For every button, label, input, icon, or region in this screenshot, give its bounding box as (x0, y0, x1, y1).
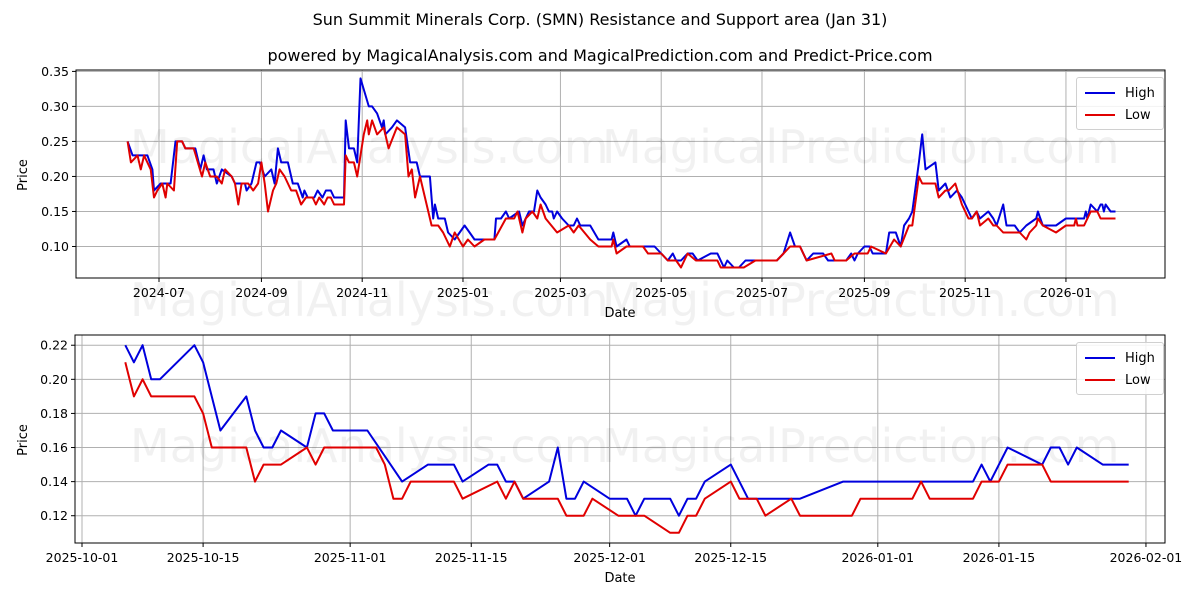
svg-text:0.10: 0.10 (41, 239, 69, 254)
svg-text:2025-01: 2025-01 (437, 285, 489, 300)
legend-label-high-2: High (1125, 350, 1155, 366)
bottom-low-line (124, 362, 1129, 534)
legend-label-low: Low (1125, 107, 1151, 123)
svg-text:2026-01: 2026-01 (1040, 285, 1092, 300)
top-legend: High Low (1076, 77, 1164, 130)
svg-text:2025-09: 2025-09 (838, 285, 890, 300)
legend-label-low-2: Low (1125, 372, 1151, 388)
watermark-prediction-2: MagicalPrediction.com (602, 273, 1120, 327)
svg-text:0.20: 0.20 (41, 169, 69, 184)
svg-text:0.30: 0.30 (41, 99, 69, 114)
svg-text:2026-02-01: 2026-02-01 (1110, 550, 1183, 565)
svg-text:2025-05: 2025-05 (635, 285, 687, 300)
svg-text:2024-07: 2024-07 (133, 285, 185, 300)
svg-text:0.16: 0.16 (40, 440, 68, 455)
low-swatch-2 (1085, 379, 1115, 381)
legend-item-high-2: High (1085, 347, 1155, 369)
legend-label-high: High (1125, 85, 1155, 101)
svg-text:2025-11: 2025-11 (939, 285, 991, 300)
bottom-legend: High Low (1076, 342, 1164, 395)
top-grid (76, 70, 1165, 278)
top-high-line (126, 77, 1116, 269)
top-axis-ticks: 2024-07 2024-09 2024-11 2025-01 2025-03 2025-… (41, 64, 1092, 300)
bottom-x-axis-label: Date (604, 571, 635, 586)
svg-text:2025-10-15: 2025-10-15 (167, 550, 240, 565)
bottom-y-axis-label: Price (16, 424, 31, 456)
chart-subtitle: powered by MagicalAnalysis.com and Magic… (267, 46, 933, 65)
chart-title: Sun Summit Minerals Corp. (SMN) Resistan… (312, 10, 888, 29)
svg-text:0.20: 0.20 (40, 372, 68, 387)
svg-text:2024-09: 2024-09 (235, 285, 287, 300)
svg-text:2025-12-15: 2025-12-15 (694, 550, 767, 565)
svg-text:0.18: 0.18 (40, 406, 68, 421)
svg-text:2025-03: 2025-03 (534, 285, 586, 300)
svg-text:2025-12-01: 2025-12-01 (573, 550, 646, 565)
svg-text:0.15: 0.15 (41, 204, 69, 219)
svg-text:0.12: 0.12 (40, 508, 68, 523)
legend-item-high: High (1085, 82, 1155, 104)
legend-item-low: Low (1085, 104, 1155, 126)
svg-text:2026-01-01: 2026-01-01 (841, 550, 914, 565)
legend-item-low-2: Low (1085, 369, 1155, 391)
top-price-chart: MagicalAnalysis.com MagicalPrediction.co… (16, 64, 1166, 327)
high-swatch (1085, 92, 1115, 94)
svg-text:2026-01-15: 2026-01-15 (963, 550, 1036, 565)
high-swatch-2 (1085, 357, 1115, 359)
svg-text:2025-11-01: 2025-11-01 (314, 550, 387, 565)
watermark-analysis-3: MagicalAnalysis.com (130, 419, 609, 473)
top-x-axis-label: Date (604, 306, 635, 321)
watermark-prediction: MagicalPrediction.com (602, 120, 1120, 174)
svg-text:2025-07: 2025-07 (736, 285, 788, 300)
bottom-price-chart: MagicalAnalysis.com MagicalPrediction.co… (16, 334, 1182, 586)
top-y-axis-label: Price (16, 159, 31, 191)
low-swatch (1085, 114, 1115, 116)
bottom-axis-ticks: 2025-10-01 2025-10-15 2025-11-01 2025-11-15… (40, 338, 1182, 565)
bottom-high-line (124, 344, 1129, 517)
svg-text:0.22: 0.22 (40, 338, 68, 353)
svg-text:0.35: 0.35 (41, 64, 69, 79)
watermark-analysis-2: MagicalAnalysis.com (130, 273, 609, 327)
svg-text:2025-11-15: 2025-11-15 (435, 550, 508, 565)
svg-text:2024-11: 2024-11 (336, 285, 388, 300)
svg-text:0.14: 0.14 (40, 474, 68, 489)
svg-text:0.25: 0.25 (41, 134, 69, 149)
svg-text:2025-10-01: 2025-10-01 (46, 550, 119, 565)
top-low-line (126, 119, 1116, 269)
